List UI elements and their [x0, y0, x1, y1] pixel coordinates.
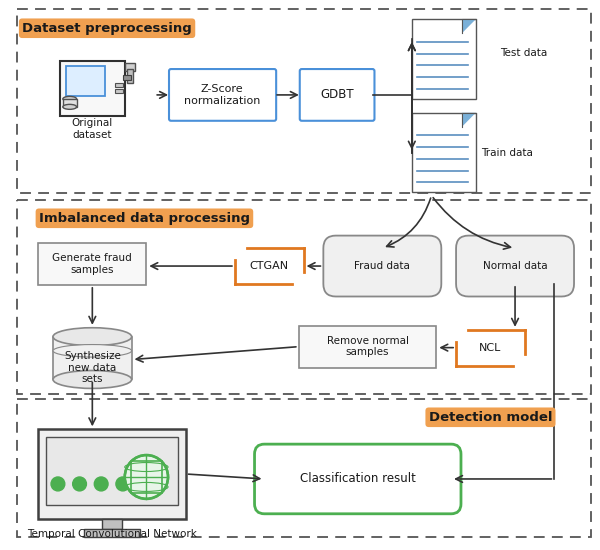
Circle shape: [116, 477, 130, 491]
Polygon shape: [462, 113, 476, 127]
Text: Train data: Train data: [481, 147, 533, 158]
Text: NCL: NCL: [479, 343, 502, 353]
Text: Fraud data: Fraud data: [355, 261, 410, 271]
Text: Imbalanced data processing: Imbalanced data processing: [39, 212, 250, 225]
Bar: [102, 519, 122, 529]
Ellipse shape: [53, 328, 131, 345]
Ellipse shape: [63, 96, 77, 101]
Text: Remove normal
samples: Remove normal samples: [326, 336, 409, 358]
Bar: [60, 61, 125, 116]
Text: Test data: Test data: [500, 48, 548, 58]
FancyBboxPatch shape: [254, 444, 461, 514]
Circle shape: [51, 477, 65, 491]
Bar: [46, 437, 178, 505]
Bar: [17, 399, 591, 537]
Bar: [115, 83, 123, 87]
Bar: [53, 337, 131, 379]
Bar: [85, 529, 140, 537]
Bar: [38, 243, 146, 285]
Bar: [131, 461, 162, 493]
Ellipse shape: [63, 104, 77, 109]
Bar: [115, 89, 123, 93]
Bar: [412, 19, 476, 99]
Ellipse shape: [53, 344, 131, 357]
Circle shape: [94, 477, 108, 491]
Ellipse shape: [53, 371, 131, 388]
Text: CTGAN: CTGAN: [250, 261, 289, 271]
Bar: [38, 429, 186, 519]
Text: Normal data: Normal data: [483, 261, 547, 271]
Text: GDBT: GDBT: [320, 89, 354, 101]
Bar: [17, 9, 591, 194]
Text: Classification result: Classification result: [300, 472, 416, 486]
Bar: [123, 75, 131, 80]
FancyBboxPatch shape: [323, 235, 442, 296]
Text: Generate fraud
samples: Generate fraud samples: [52, 253, 132, 275]
Text: Detection model: Detection model: [429, 411, 552, 424]
Text: Dataset preprocessing: Dataset preprocessing: [22, 22, 192, 35]
Text: Synthesize
new data
sets: Synthesize new data sets: [64, 351, 121, 384]
FancyBboxPatch shape: [300, 69, 374, 121]
FancyBboxPatch shape: [456, 235, 574, 296]
Text: Temporal Convolutional Network: Temporal Convolutional Network: [27, 529, 197, 538]
Polygon shape: [462, 19, 476, 33]
Bar: [127, 69, 133, 83]
Bar: [63, 99, 77, 107]
Bar: [125, 63, 134, 71]
Text: Original
dataset: Original dataset: [72, 118, 113, 140]
Circle shape: [73, 477, 86, 491]
Bar: [299, 326, 436, 367]
Bar: [412, 113, 476, 192]
Circle shape: [125, 455, 168, 499]
Bar: [66, 66, 105, 96]
Text: Z-Score
normalization: Z-Score normalization: [184, 84, 260, 106]
Bar: [17, 200, 591, 394]
FancyBboxPatch shape: [169, 69, 276, 121]
